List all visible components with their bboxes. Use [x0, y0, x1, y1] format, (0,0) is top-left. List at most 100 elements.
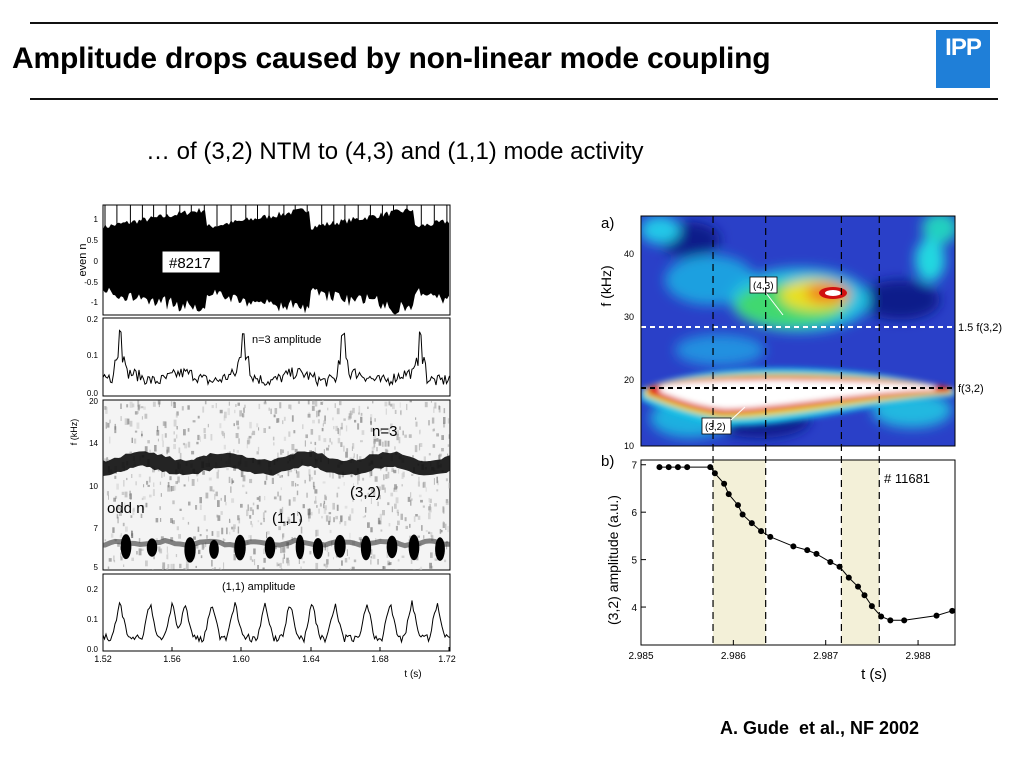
wavelet-map — [641, 216, 955, 446]
data-point — [767, 533, 774, 540]
mode-11-amplitude-label: (1,1) amplitude — [222, 581, 295, 593]
even-n-ytick: -1 — [91, 298, 99, 307]
ipp-logo: IPP — [936, 30, 990, 88]
n3-ytick: 0.2 — [87, 315, 99, 324]
data-point — [707, 464, 714, 471]
left-figure: #8217 even n 1 0.5 0 -0.5 -1 n=3 amplitu… — [69, 204, 456, 680]
data-point — [804, 547, 811, 554]
data-point — [748, 520, 755, 527]
spectrogram-ylabel: f (kHz) — [69, 419, 79, 446]
even-n-ytick: 0 — [94, 257, 99, 266]
shot-badge: #8217 — [169, 255, 211, 272]
mode-32-label-box — [701, 417, 732, 435]
panel-b-label: b) — [601, 453, 614, 470]
data-point — [758, 528, 765, 535]
page-title: Amplitude drops caused by non-linear mod… — [12, 42, 771, 75]
data-point — [665, 464, 672, 471]
panel-a-ytick: 10 — [624, 441, 634, 451]
left-xtick: 1.60 — [232, 654, 250, 664]
mode-11-blob — [408, 534, 420, 561]
left-x-ticks — [102, 647, 450, 651]
shot-number: # 11681 — [884, 471, 930, 486]
mode-11-blob — [209, 539, 219, 559]
spectrogram-ytick: 5 — [94, 563, 99, 572]
data-point — [861, 592, 868, 599]
n3-amplitude-trace — [102, 329, 450, 388]
mode-32-pointer — [730, 406, 746, 421]
n3-ytick: 0.1 — [87, 351, 99, 360]
even-n-ylabel: even n — [77, 243, 89, 276]
mode-11-label: (1,1) — [272, 510, 303, 527]
mode-32-label: (3,2) — [350, 484, 381, 501]
panel-b-ytick: 5 — [631, 556, 637, 567]
mode-11-ytick: 0.1 — [87, 615, 99, 624]
data-point — [949, 607, 956, 614]
mode-11-blob — [120, 534, 132, 560]
even-n-ytick: 0.5 — [87, 236, 99, 245]
left-xlabel: t (s) — [404, 669, 421, 680]
mode-11-amplitude-trace — [102, 600, 450, 644]
panel-even-n: #8217 even n 1 0.5 0 -0.5 -1 — [77, 204, 451, 316]
page-subtitle: … of (3,2) NTM to (4,3) and (1,1) mode a… — [146, 138, 644, 165]
bottom-rule — [30, 98, 998, 100]
amplitude-line — [659, 466, 953, 621]
spectrogram-ytick: 20 — [89, 397, 98, 406]
mode-11-blob — [146, 538, 158, 557]
line-label-upper: 1.5 f(3,2) — [958, 322, 1002, 334]
panel-b-xtick: 2.988 — [906, 651, 931, 662]
even-n-ytick: -0.5 — [84, 278, 98, 287]
panel-b-yticks: 7 6 5 4 — [631, 461, 646, 614]
data-point — [721, 480, 728, 487]
even-n-spikes — [104, 205, 448, 240]
left-xtick: 1.68 — [371, 654, 389, 664]
data-point — [725, 491, 732, 498]
panel-11-amplitude: (1,1) amplitude 0.2 0.1 0.0 1.52 1.56 1.… — [87, 573, 456, 680]
data-point — [790, 543, 797, 550]
shot-badge-box — [161, 250, 221, 274]
data-point — [827, 558, 834, 565]
line-label-lower: f(3,2) — [958, 383, 984, 395]
mode-43-label: (4,3) — [753, 281, 774, 292]
mode-32-label-a: (3,2) — [705, 422, 726, 433]
mode-11-blobs — [120, 534, 445, 563]
right-figure-a: a) f (kHz) 40 30 20 10 — [598, 215, 1002, 451]
mode-11-blob — [360, 535, 372, 561]
odd-n-label: odd n — [107, 500, 145, 517]
n3-label: n=3 — [372, 423, 397, 440]
even-n-signal — [103, 207, 449, 315]
mode-11-blob — [295, 534, 305, 560]
mode-43-pointer — [765, 292, 784, 316]
data-point — [933, 612, 940, 619]
data-point — [887, 617, 894, 624]
data-point — [901, 617, 908, 624]
shaded-interval — [713, 460, 766, 645]
left-xtick: 1.64 — [302, 654, 320, 664]
mode-43-peak-core — [825, 290, 841, 296]
mode-43-label-box — [749, 276, 778, 294]
mode-11-blob — [334, 534, 346, 558]
citation: A. Gude et al., NF 2002 — [720, 718, 920, 738]
amplitude-points — [656, 464, 956, 624]
panel-b-ytick: 4 — [631, 603, 637, 614]
panel-b-xtick: 2.986 — [721, 651, 746, 662]
data-point — [734, 502, 741, 509]
data-point — [656, 464, 663, 471]
even-n-ytick: 1 — [94, 215, 99, 224]
top-rule — [30, 22, 998, 24]
data-point — [855, 583, 862, 590]
panel-n3-amplitude: n=3 amplitude 0.2 0.1 0.0 — [87, 315, 451, 398]
panel-b-xtick: 2.987 — [813, 651, 838, 662]
panel-b-ytick: 7 — [631, 461, 637, 472]
mode-11-blob — [234, 534, 246, 561]
shaded-interval — [841, 460, 880, 645]
panel-a-label: a) — [601, 215, 614, 232]
data-point — [684, 464, 691, 471]
panel-b-ylabel: (3,2) amplitude (a.u.) — [605, 495, 621, 625]
left-xtick: 1.72 — [438, 654, 456, 664]
panel-a-frame — [640, 215, 956, 447]
n3-ytick: 0.0 — [87, 389, 99, 398]
n3-amplitude-label: n=3 amplitude — [252, 334, 321, 346]
mode-11-blob — [184, 537, 196, 563]
